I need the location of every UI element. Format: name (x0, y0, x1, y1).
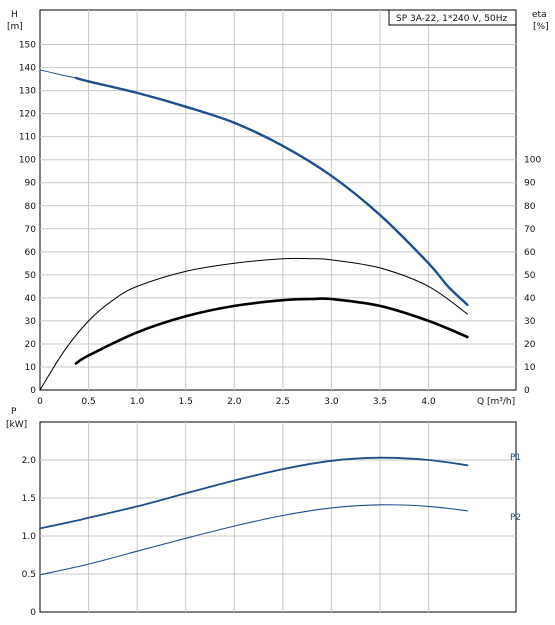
legend-p1: P1 (510, 453, 521, 463)
x-tick-label: 0.5 (81, 397, 95, 407)
x-tick-label: 2.5 (276, 397, 290, 407)
y2-tick-label: 50 (524, 271, 536, 281)
x-tick-label: 1.0 (130, 397, 145, 407)
x-tick-label: 2.0 (227, 397, 242, 407)
x-tick-label: 3.5 (373, 397, 387, 407)
y-tick-label: 30 (25, 317, 37, 327)
head-efficiency-series (39, 69, 469, 391)
y2-tick-label: 40 (524, 294, 536, 304)
y2-tick-label: 60 (524, 248, 536, 258)
head-curve-extension (39, 69, 77, 79)
y-tick-label: 80 (25, 202, 37, 212)
y-tick-label: 60 (25, 248, 37, 258)
y2-axis-label: eta (532, 10, 547, 20)
y-axis-label: H (11, 10, 18, 20)
y-tick-label: 70 (25, 225, 37, 235)
y-axis-unit: [m] (7, 22, 23, 32)
y-tick-labels: 0 10 20 30 40 50 60 70 80 90 100 110 120 130 140 150 (19, 41, 36, 396)
y2-tick-label: 100 (524, 156, 541, 166)
power-y-tick-label: 1.0 (22, 532, 37, 542)
chart-title: SP 3A-22, 1*240 V, 50Hz (396, 14, 507, 24)
x-tick-label: 1.5 (179, 397, 193, 407)
p1-curve (39, 456, 469, 530)
power-y-tick-label: 2.0 (22, 456, 37, 466)
y2-tick-label: 70 (524, 225, 536, 235)
y-tick-label: 20 (25, 340, 37, 350)
x-tick-label: 3.0 (324, 397, 339, 407)
x-axis-label: Q [m³/h] (477, 397, 515, 407)
power-y-tick-label: 0 (30, 608, 36, 618)
p2-curve (39, 504, 468, 576)
y-tick-label: 110 (19, 133, 36, 143)
y2-tick-labels: 0 10 20 30 40 50 60 70 80 90 100 (524, 156, 541, 396)
legend-p2: P2 (510, 513, 521, 523)
power-y-tick-labels: 0 0.5 1.0 1.5 2.0 (22, 456, 37, 618)
x-tick-label: 4.0 (421, 397, 436, 407)
power-y-axis-unit: [kW] (6, 420, 27, 430)
y-tick-label: 100 (19, 156, 36, 166)
title-box (388, 9, 517, 26)
y-tick-label: 0 (30, 386, 36, 396)
power-series (39, 456, 469, 576)
y-tick-label: 150 (19, 41, 36, 51)
efficiency-curve-thin (39, 257, 468, 391)
y2-tick-label: 20 (524, 340, 536, 350)
y-tick-label: 10 (25, 363, 37, 373)
y2-tick-label: 80 (524, 202, 536, 212)
y2-tick-label: 10 (524, 363, 536, 373)
y-tick-label: 120 (19, 110, 36, 120)
y2-tick-label: 0 (524, 386, 530, 396)
efficiency-curve-thick (74, 297, 469, 365)
head-plot-area (39, 9, 517, 391)
head-efficiency-panel: 0 0.5 1.0 1.5 2.0 2.5 3.0 3.5 4.0 0 10 20 30 40 50 60 7… (7, 9, 549, 407)
power-y-tick-label: 0.5 (22, 570, 36, 580)
x-tick-labels: 0 0.5 1.0 1.5 2.0 2.5 3.0 3.5 4.0 (37, 397, 436, 407)
y2-tick-label: 30 (524, 317, 536, 327)
y-tick-label: 50 (25, 271, 37, 281)
x-tick-label: 0 (37, 397, 43, 407)
y-tick-label: 130 (19, 87, 36, 97)
y-tick-label: 140 (19, 64, 36, 74)
power-grid (40, 422, 516, 612)
power-panel: 0 0.5 1.0 1.5 2.0 P [kW] P1 P2 (6, 407, 521, 618)
y2-axis-unit: [%] (533, 22, 549, 32)
head-curve (74, 76, 469, 306)
power-y-tick-label: 1.5 (22, 494, 36, 504)
y2-tick-label: 90 (524, 179, 536, 189)
y-tick-label: 90 (25, 179, 37, 189)
y-tick-label: 40 (25, 294, 37, 304)
power-y-axis-label: P (11, 407, 17, 417)
head-grid (40, 10, 516, 390)
